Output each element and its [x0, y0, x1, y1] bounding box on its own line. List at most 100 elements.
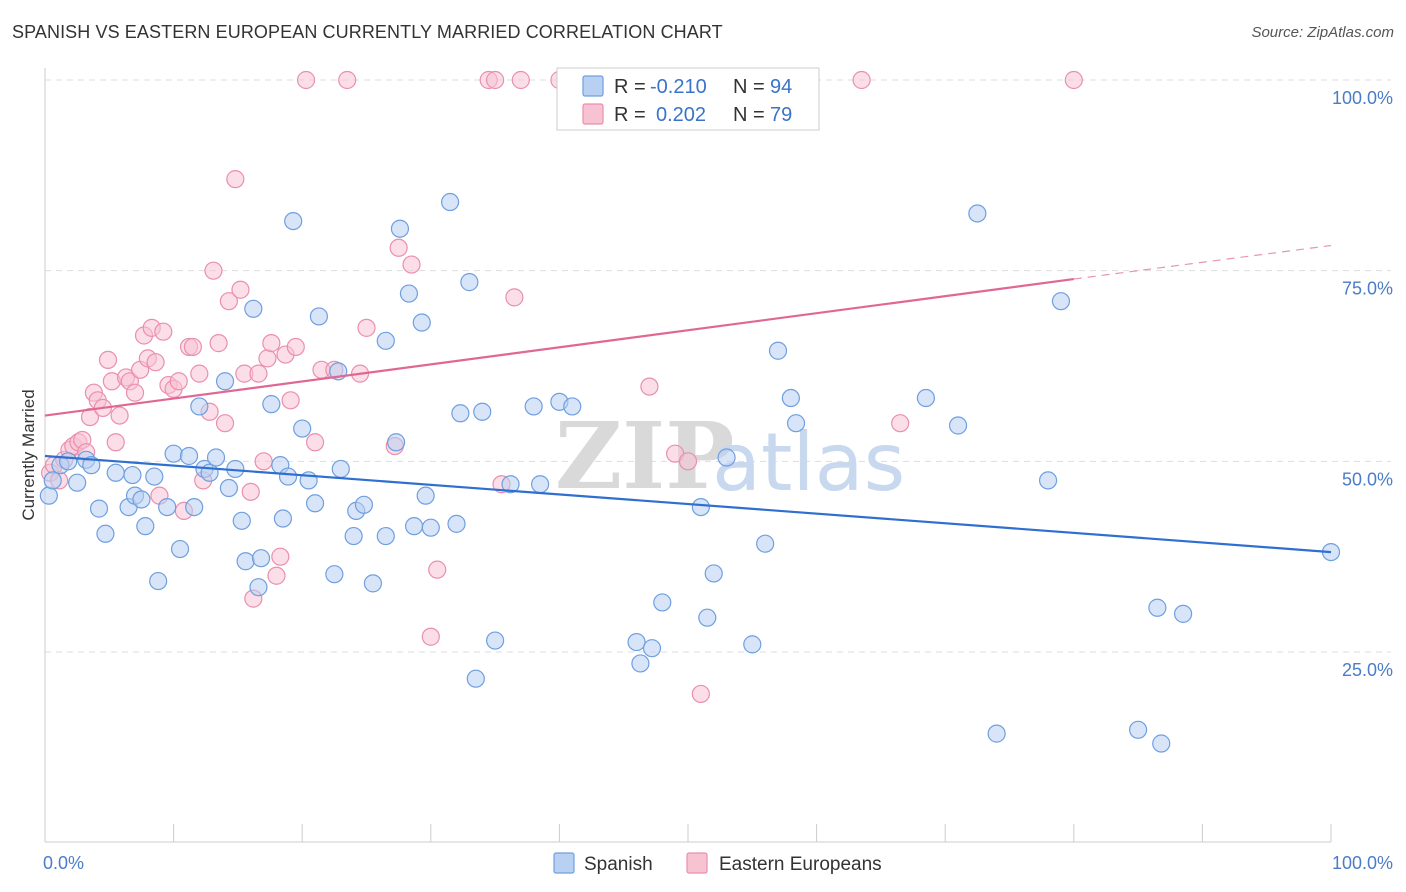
spanish-point [501, 475, 520, 494]
spanish-point [278, 467, 298, 486]
spanish-point [158, 497, 177, 517]
spanish-point [293, 419, 312, 438]
eastern-point [258, 349, 277, 368]
eastern-point [281, 391, 300, 410]
spanish-point [1148, 598, 1167, 617]
spanish-point [206, 448, 226, 467]
eastern-point [254, 452, 273, 471]
series-legend: Spanish Eastern Europeans [553, 852, 882, 875]
eastern-point [125, 383, 145, 402]
axes [44, 68, 1332, 843]
legend-r-value-spanish: -0.210 [650, 76, 707, 98]
legend-swatch-eastern [582, 103, 604, 125]
eastern-point [486, 70, 505, 90]
spanish-point [486, 631, 505, 650]
spanish-point [219, 478, 238, 498]
spanish-point [653, 593, 672, 612]
eastern-point [190, 364, 209, 383]
spanish-point [354, 495, 374, 514]
eastern-point [296, 70, 316, 90]
spanish-point [96, 524, 115, 543]
eastern-point [640, 377, 659, 396]
spanish-point [376, 331, 395, 350]
eastern-point [852, 70, 871, 90]
spanish-point [627, 632, 646, 652]
spanish-point [460, 273, 479, 292]
spanish-point [704, 564, 723, 583]
spanish-point [390, 219, 410, 238]
eastern-point [1064, 70, 1083, 90]
spanish-point [344, 526, 363, 546]
eastern-point [357, 318, 376, 337]
eastern-point [428, 560, 447, 579]
spanish-point [273, 509, 293, 528]
eastern-point [402, 255, 421, 274]
eastern-trend-extension [1073, 244, 1332, 280]
eastern-point [183, 337, 202, 357]
bottom-legend-swatch-eastern [686, 852, 708, 874]
spanish-point [399, 284, 419, 303]
eastern-point [891, 414, 910, 433]
spanish-point [756, 534, 775, 553]
spanish-point [743, 635, 762, 654]
eastern-point [154, 322, 173, 341]
spanish-point [190, 397, 209, 416]
correlation-legend: R = -0.210 N = 94 R = 0.202 N = 79 [556, 67, 820, 131]
legend-n-label-spanish: N = [733, 76, 765, 98]
spanish-point [416, 486, 435, 505]
x-tick-labels: 0.0% 100.0% [43, 853, 1393, 873]
spanish-point [1152, 734, 1171, 753]
spanish-point [781, 388, 800, 408]
eastern-point [146, 353, 165, 372]
spanish-point [305, 494, 325, 513]
spanish-point [39, 486, 58, 505]
spanish-point [768, 341, 788, 360]
eastern-point [226, 170, 245, 189]
spanish-point [447, 514, 466, 533]
spanish-point [473, 402, 492, 421]
legend-n-label-eastern: N = [733, 104, 765, 126]
spanish-point [948, 416, 968, 435]
eastern-point [505, 288, 524, 307]
spanish-point [236, 552, 255, 571]
spanish-point [466, 669, 485, 688]
spanish-point [404, 517, 424, 536]
eastern-point [169, 372, 188, 391]
eastern-point [209, 334, 228, 353]
spanish-point [563, 397, 582, 416]
spanish-point [149, 571, 168, 591]
spanish-point [262, 395, 281, 414]
watermark-zip: ZIP [555, 402, 734, 510]
eastern-point [678, 452, 698, 471]
eastern-point [286, 337, 305, 357]
spanish-point [1128, 720, 1148, 739]
spanish-point [170, 539, 190, 559]
eastern-point [249, 364, 268, 383]
x-tick-label-max: 100.0% [1332, 853, 1393, 873]
bottom-legend-label-eastern: Eastern Europeans [719, 854, 882, 875]
bottom-legend-swatch-spanish [553, 852, 575, 874]
spanish-point [1174, 604, 1193, 623]
legend-swatch-spanish [582, 75, 604, 97]
eastern-point [110, 406, 129, 425]
legend-r-value-eastern: 0.202 [656, 104, 706, 126]
spanish-point [916, 388, 936, 408]
y-axis-title: Currently Married [19, 389, 38, 520]
eastern-point [267, 566, 286, 585]
eastern-point [389, 238, 408, 257]
eastern-point [421, 627, 440, 646]
spanish-point [531, 475, 550, 494]
spanish-point [89, 499, 109, 518]
eastern-point [305, 433, 325, 452]
spanish-point [185, 497, 204, 517]
x-tick-label-min: 0.0% [43, 853, 84, 873]
spanish-point [251, 549, 271, 568]
spanish-point [440, 192, 460, 212]
spanish-point [284, 211, 303, 231]
eastern-point [511, 70, 530, 90]
spanish-point [164, 444, 183, 463]
eastern-point [691, 684, 710, 704]
watermark: ZIP atlas [555, 402, 905, 510]
legend-n-value-eastern: 79 [770, 104, 792, 126]
eastern-point [219, 292, 238, 311]
